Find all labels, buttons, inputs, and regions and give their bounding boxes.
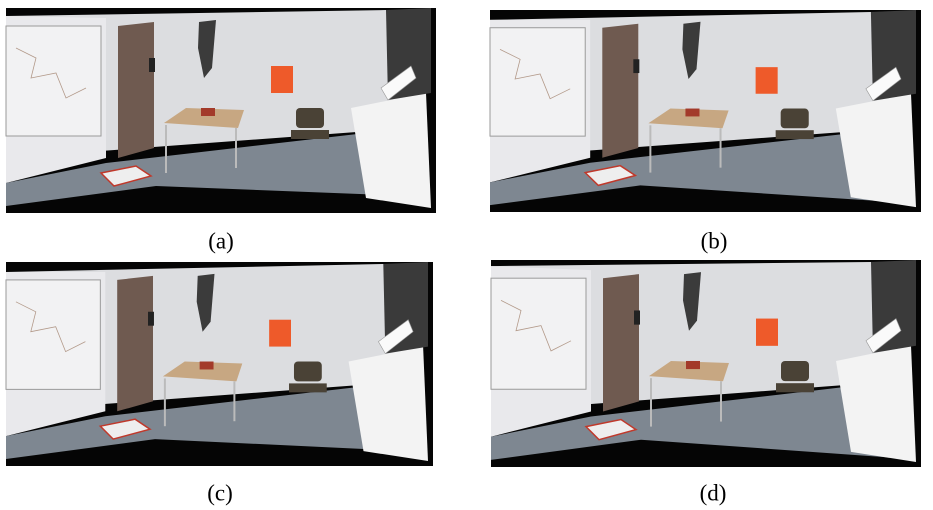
chair-seat: [776, 130, 814, 139]
box-on-table: [686, 361, 700, 369]
door: [602, 24, 638, 158]
chair-back: [781, 361, 809, 381]
door-sign: [148, 312, 154, 326]
panel-caption: (d): [700, 480, 727, 505]
door-sign: [634, 310, 640, 324]
panel-caption: (a): [208, 228, 234, 253]
panel-caption: (c): [207, 480, 233, 505]
figure: (a) (b) (c) (d): [0, 0, 933, 510]
panorama-image: [6, 8, 436, 213]
panorama-image: [490, 10, 921, 212]
box-on-table: [201, 108, 215, 116]
chair-seat: [289, 383, 327, 392]
door: [603, 274, 639, 411]
panorama-image: [491, 260, 921, 467]
door: [118, 22, 154, 158]
figure-canvas: (a) (b) (c) (d): [0, 0, 933, 510]
orange-sign: [271, 66, 293, 93]
panorama-image: [6, 262, 433, 466]
whiteboard: [6, 26, 101, 136]
whiteboard: [6, 280, 100, 389]
panel-caption: (b): [701, 228, 728, 253]
chair-back: [781, 109, 809, 129]
whiteboard: [490, 28, 585, 136]
chair-seat: [291, 130, 329, 139]
chair-back: [296, 108, 324, 128]
door-sign: [149, 58, 155, 72]
whiteboard: [491, 278, 586, 389]
door: [117, 276, 153, 411]
chair-seat: [776, 383, 814, 392]
box-on-table: [685, 109, 699, 117]
box-on-table: [200, 362, 214, 370]
orange-sign: [269, 320, 291, 347]
orange-sign: [756, 67, 778, 94]
orange-sign: [756, 319, 778, 346]
chair-back: [294, 362, 322, 382]
door-sign: [633, 59, 639, 73]
